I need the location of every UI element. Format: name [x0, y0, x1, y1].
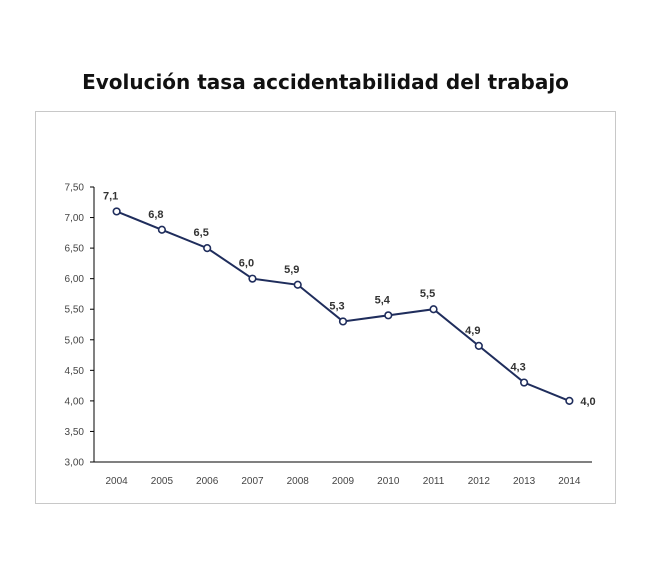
x-tick-label: 2009	[332, 476, 355, 487]
data-point	[384, 311, 393, 320]
data-label: 6,5	[194, 227, 209, 239]
data-label: 4,0	[580, 396, 595, 408]
y-tick-label: 3,50	[65, 427, 85, 438]
y-tick-label: 7,50	[65, 183, 85, 194]
y-tick-label: 3,00	[65, 458, 85, 469]
x-tick-label: 2006	[196, 476, 219, 487]
y-tick-label: 7,00	[65, 213, 85, 224]
x-tick-label: 2014	[558, 476, 581, 487]
y-tick-label: 5,50	[65, 305, 85, 316]
data-label: 4,3	[510, 362, 525, 374]
y-tick-label: 4,50	[65, 366, 85, 377]
chart-title: Evolución tasa accidentabilidad del trab…	[82, 70, 569, 94]
data-label: 5,3	[329, 300, 344, 312]
x-tick-label: 2010	[377, 476, 400, 487]
data-point	[519, 378, 529, 387]
x-tick-label: 2011	[423, 476, 445, 487]
y-tick-label: 5,00	[65, 335, 85, 346]
y-tick-label: 6,50	[65, 244, 85, 255]
data-label: 5,5	[420, 288, 435, 300]
data-point	[248, 274, 257, 283]
chart-frame	[35, 111, 616, 504]
data-label: 5,9	[284, 264, 299, 276]
x-tick-label: 2013	[513, 476, 536, 487]
x-tick-label: 2005	[151, 476, 174, 487]
data-point	[338, 317, 348, 326]
data-point	[112, 207, 121, 216]
y-tick-label: 6,00	[65, 274, 85, 285]
data-label: 6,0	[239, 258, 254, 270]
data-point	[293, 280, 302, 289]
data-label: 6,8	[148, 209, 163, 221]
x-tick-label: 2004	[106, 476, 129, 487]
data-point	[203, 244, 212, 253]
data-label: 4,9	[465, 325, 480, 337]
data-point	[474, 341, 483, 350]
x-tick-label: 2008	[287, 476, 310, 487]
x-tick-label: 2012	[468, 476, 491, 487]
data-label: 7,1	[103, 190, 118, 202]
data-point	[429, 305, 438, 314]
x-tick-label: 2007	[241, 476, 264, 487]
data-point	[565, 396, 574, 405]
data-point	[157, 225, 167, 234]
y-tick-label: 4,00	[65, 396, 85, 407]
data-label: 5,4	[375, 294, 391, 306]
